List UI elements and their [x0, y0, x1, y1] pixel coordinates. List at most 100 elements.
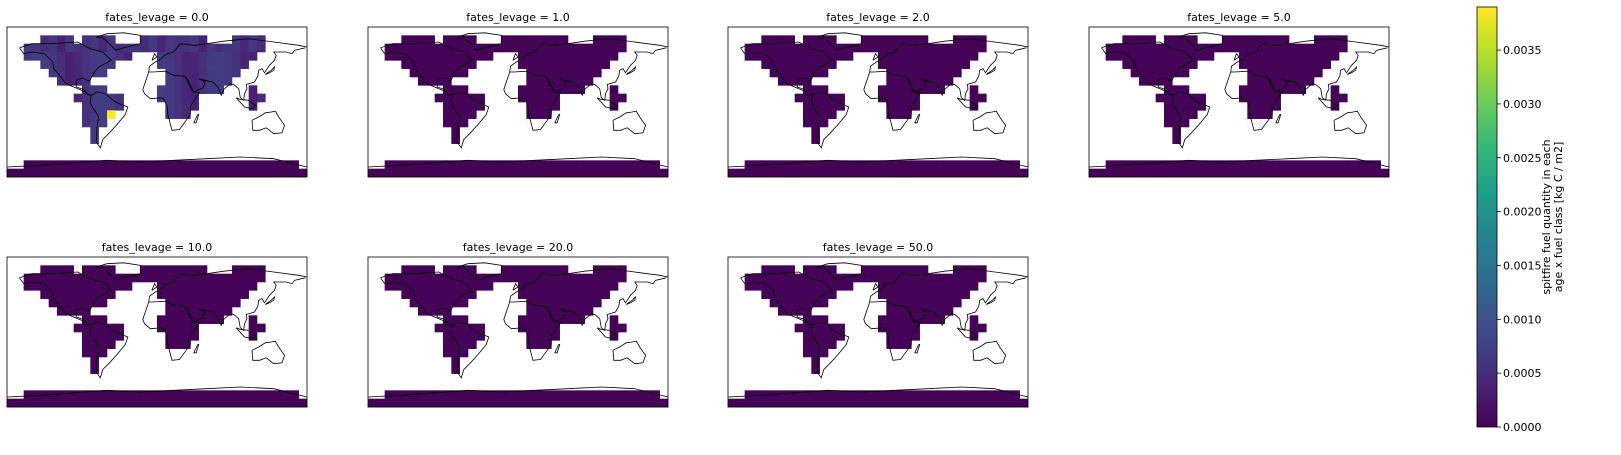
grid-cell: [1255, 68, 1265, 78]
grid-cell: [576, 168, 585, 178]
grid-cell: [257, 93, 266, 103]
grid-cell: [190, 77, 199, 86]
grid-cell: [978, 35, 987, 44]
grid-cell: [107, 290, 116, 299]
grid-cell: [944, 390, 954, 399]
grid-cell: [451, 127, 460, 136]
grid-cell: [811, 398, 820, 408]
grid-cell: [426, 77, 435, 86]
grid-cell: [173, 77, 183, 86]
grid-cell: [778, 77, 787, 86]
grid-cell: [98, 315, 108, 324]
grid-cell: [1330, 102, 1340, 111]
grid-cell: [803, 85, 812, 94]
grid-cell: [90, 290, 99, 299]
grid-cell: [451, 93, 460, 103]
grid-cell: [753, 52, 762, 61]
grid-cell: [903, 273, 912, 283]
grid-cell: [878, 398, 887, 408]
grid-cell: [107, 102, 116, 111]
grid-cell: [969, 160, 979, 169]
coastline: [740, 271, 833, 326]
grid-cell: [484, 273, 494, 283]
grid-cell: [576, 298, 585, 308]
grid-cell: [451, 365, 460, 374]
grid-cell: [836, 398, 845, 408]
grid-cell: [1003, 398, 1012, 408]
grid-cell: [819, 340, 829, 349]
grid-cell: [961, 273, 970, 283]
grid-cell: [1247, 168, 1256, 178]
grid-cell: [953, 273, 962, 283]
grid-cell: [651, 398, 660, 408]
grid-cell: [526, 102, 535, 111]
grid-cell: [936, 85, 945, 94]
grid-cell: [568, 85, 577, 94]
grid-cell: [1189, 110, 1198, 119]
grid-cell: [769, 68, 779, 78]
grid-cell: [468, 290, 477, 299]
grid-cell: [401, 168, 410, 178]
grid-cell: [609, 315, 619, 324]
grid-cell: [1255, 93, 1265, 103]
grid-cell: [190, 93, 199, 103]
grid-cell: [969, 398, 979, 408]
grid-cell: [828, 398, 837, 408]
grid-cell: [198, 168, 208, 178]
grid-cell: [534, 77, 544, 86]
colorbar-tick-label: 0.0020: [1503, 206, 1542, 219]
grid-cell: [1264, 102, 1273, 111]
grid-cell: [173, 265, 183, 274]
coastline: [956, 327, 977, 340]
grid-cell: [459, 102, 469, 111]
grid-cell: [165, 307, 174, 316]
grid-cell: [384, 282, 394, 291]
grid-cell: [761, 35, 770, 44]
coastline: [142, 300, 201, 361]
grid-cell: [1272, 68, 1281, 78]
map-panel: fates_levage = 1.0: [367, 11, 669, 178]
grid-cell: [123, 43, 133, 53]
grid-cell: [57, 298, 66, 308]
grid-cell: [15, 398, 24, 408]
coastlines: [727, 32, 1029, 168]
grid-cell: [98, 332, 108, 341]
grid-cell: [819, 35, 829, 44]
grid-cell: [65, 43, 74, 53]
map-panel: fates_levage = 50.0: [727, 241, 1029, 408]
grid-cell: [1172, 52, 1181, 61]
grid-cell: [23, 52, 33, 61]
grid-cell: [559, 390, 569, 399]
grid-cell: [459, 390, 469, 399]
coastline: [148, 38, 308, 73]
grid-cell: [1372, 160, 1381, 169]
grid-cell: [65, 35, 74, 44]
grid-cell: [1011, 160, 1020, 169]
coastline: [457, 262, 502, 281]
grid-cell: [803, 102, 812, 111]
grid-cell: [207, 315, 216, 324]
grid-cell: [551, 102, 560, 111]
grid-cell: [744, 398, 754, 408]
grid-cell: [443, 273, 452, 283]
grid-cell: [819, 85, 829, 94]
grid-cell: [1147, 77, 1156, 86]
grid-cell: [936, 315, 945, 324]
grid-cell: [426, 168, 435, 178]
grid-cell: [526, 77, 535, 86]
grid-cell: [190, 85, 199, 94]
coastline: [148, 268, 308, 303]
grid-cell: [468, 60, 477, 69]
coastline: [554, 344, 561, 354]
grid-cell: [1122, 52, 1131, 61]
panel-title: fates_levage = 20.0: [463, 241, 573, 254]
grid-cell: [534, 60, 544, 69]
grid-cell: [911, 273, 920, 283]
grid-cell: [576, 282, 585, 291]
grid-cell: [73, 43, 83, 53]
colorbar-label: spitfire fuel quantity in eachage x fuel…: [1540, 139, 1565, 294]
map-panel: fates_levage = 10.0: [6, 241, 308, 408]
grid-cell: [601, 282, 610, 291]
grid-cell: [1214, 160, 1223, 169]
grid-cell: [57, 35, 66, 44]
